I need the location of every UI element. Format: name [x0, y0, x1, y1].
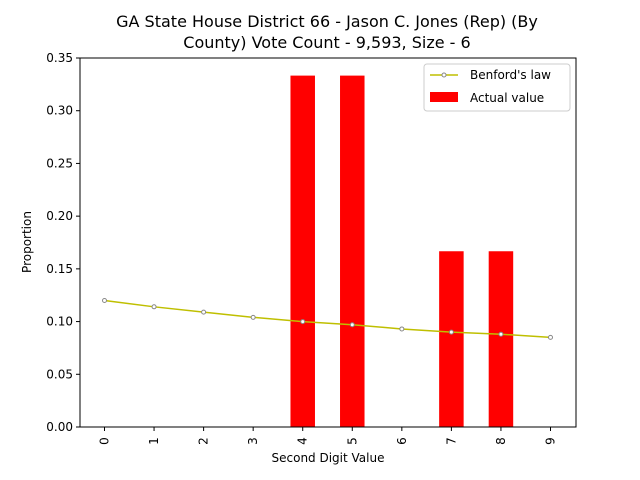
bar-digit-5 — [340, 75, 365, 428]
y-tick-label-0.20: 0.20 — [46, 209, 73, 223]
legend: Benford's law Actual value — [423, 63, 571, 112]
benford-line — [104, 299, 551, 339]
x-tick-label-8: 8 — [494, 437, 508, 445]
y-tick-label-0.25: 0.25 — [46, 156, 73, 170]
bar-digit-7 — [439, 251, 464, 427]
y-tick-label-0.00: 0.00 — [46, 420, 73, 434]
bar-digit-4 — [290, 75, 315, 428]
y-axis-label: Proportion — [20, 211, 34, 273]
benford-point-9 — [548, 334, 553, 340]
benford-point-2 — [201, 309, 207, 315]
benford-line-layer — [102, 297, 553, 340]
chart-title-line-1: GA State House District 66 - Jason C. Jo… — [116, 12, 538, 31]
x-tick-label-5: 5 — [345, 437, 359, 445]
benford-point-5 — [349, 322, 355, 328]
x-tick-label-7: 7 — [444, 437, 458, 445]
x-tick-label-1: 1 — [147, 437, 161, 445]
bar-digit-8 — [488, 251, 514, 427]
plot-frame — [79, 57, 577, 428]
y-tick-label-0.05: 0.05 — [46, 367, 73, 381]
x-axis-ticks: 0 1 2 3 4 5 6 7 8 9 — [98, 427, 558, 445]
x-tick-label-3: 3 — [246, 437, 260, 445]
benford-point-1 — [151, 304, 157, 310]
benford-point-0 — [102, 297, 107, 303]
legend-box — [423, 63, 571, 112]
y-tick-label-0.30: 0.30 — [46, 104, 73, 118]
x-axis-label: Second Digit Value — [272, 451, 385, 465]
x-tick-label-6: 6 — [395, 437, 409, 445]
benford-point-8 — [498, 331, 504, 337]
y-tick-label-0.35: 0.35 — [46, 51, 73, 65]
legend-bar-swatch — [430, 92, 458, 102]
x-tick-label-2: 2 — [197, 437, 211, 445]
benford-point-4 — [300, 319, 306, 325]
legend-line-marker — [441, 72, 447, 78]
x-tick-label-9: 9 — [544, 437, 558, 445]
chart-title-line-2: County) Vote Count - 9,593, Size - 6 — [183, 33, 470, 52]
legend-label-benford: Benford's law — [470, 68, 551, 82]
y-tick-label-0.10: 0.10 — [46, 315, 73, 329]
y-axis-ticks: 0.00 0.05 0.10 0.15 0.20 0.25 0.30 0.35 — [46, 51, 80, 434]
benford-point-7 — [448, 329, 454, 335]
benford-point-6 — [399, 326, 405, 332]
x-tick-label-0: 0 — [98, 437, 112, 445]
legend-label-actual: Actual value — [470, 91, 544, 105]
bars-layer — [290, 75, 514, 428]
y-tick-label-0.15: 0.15 — [46, 262, 73, 276]
x-tick-label-4: 4 — [296, 437, 310, 445]
benford-point-3 — [250, 314, 256, 320]
